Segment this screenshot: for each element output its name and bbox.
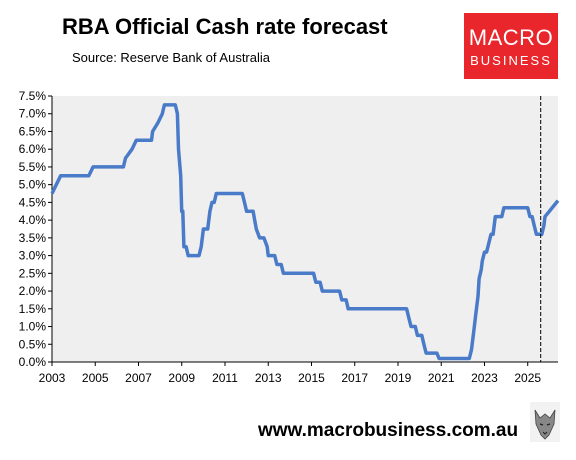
x-tick-label: 2015: [298, 371, 325, 385]
logo-line2: BUSINESS: [470, 53, 552, 68]
y-axis: 0.0% 0.5% 1.0% 1.5% 2.0% 2.5% 3.0% 3.5% 4.0% 4.5%…: [19, 89, 53, 369]
x-axis: 2003 2005 2007 2009 2011 2013 2015 2017 2019 2021…: [39, 361, 558, 385]
x-tick-label: 2013: [255, 371, 282, 385]
footer-url: www.macrobusiness.com.au: [258, 420, 519, 441]
y-tick-label: 3.0%: [19, 249, 47, 263]
y-tick-label: 5.0%: [19, 178, 47, 192]
plot-area: [52, 96, 558, 362]
x-tick-label: 2007: [125, 371, 152, 385]
y-tick-label: 2.0%: [19, 284, 47, 298]
chart-subtitle: Source: Reserve Bank of Australia: [72, 50, 270, 65]
x-tick-label: 2023: [471, 371, 498, 385]
x-tick-label: 2025: [514, 371, 541, 385]
y-tick-label: 1.5%: [19, 302, 47, 316]
x-tick-label: 2011: [212, 371, 238, 385]
y-tick-label: 1.0%: [19, 320, 47, 334]
y-tick-label: 4.0%: [19, 213, 47, 227]
chart-title: RBA Official Cash rate forecast: [62, 14, 388, 39]
cash-rate-chart: 0.0% 0.5% 1.0% 1.5% 2.0% 2.5% 3.0% 3.5% 4.0% 4.5%…: [19, 89, 560, 385]
y-tick-label: 0.5%: [19, 337, 47, 351]
y-tick-label: 4.5%: [19, 195, 47, 209]
x-tick-label: 2009: [168, 371, 195, 385]
x-tick-label: 2021: [428, 371, 455, 385]
y-tick-label: 5.5%: [19, 160, 47, 174]
logo-line1: MACRO: [468, 25, 554, 50]
y-tick-label: 3.5%: [19, 231, 47, 245]
y-tick-label: 7.0%: [19, 107, 47, 121]
series-line: [50, 103, 560, 361]
x-tick-label: 2003: [39, 371, 66, 385]
x-tick-label: 2019: [385, 371, 412, 385]
x-tick-label: 2005: [82, 371, 109, 385]
wolf-icon: [530, 402, 560, 442]
y-tick-label: 7.5%: [19, 89, 47, 103]
y-tick-label: 2.5%: [19, 266, 47, 280]
macrobusiness-logo: MACRO BUSINESS: [464, 13, 558, 79]
x-tick-label: 2017: [341, 371, 368, 385]
y-tick-label: 0.0%: [19, 355, 47, 369]
y-tick-label: 6.5%: [19, 124, 47, 138]
y-tick-label: 6.0%: [19, 142, 47, 156]
